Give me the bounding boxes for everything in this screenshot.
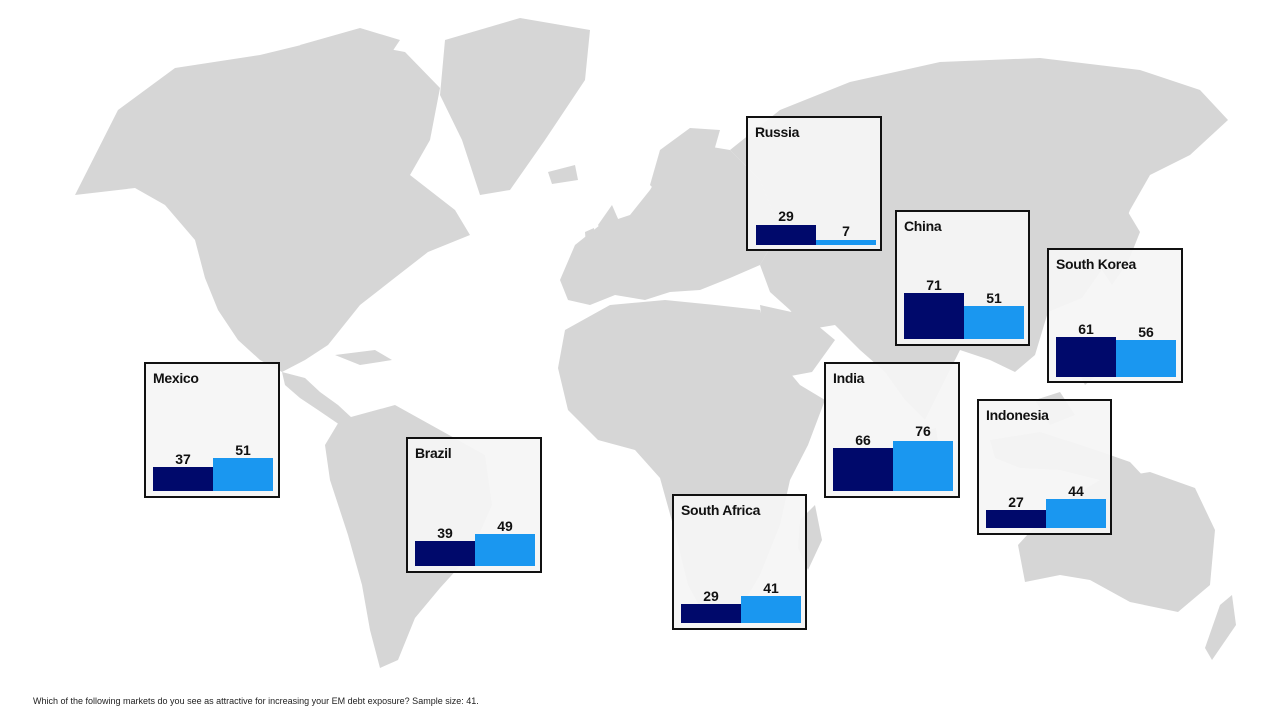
north-america-landmass: [75, 38, 470, 372]
bar-series-2: [741, 596, 801, 623]
market-name: India: [833, 370, 865, 386]
bar-series-2: [1116, 340, 1176, 377]
value-label-series-1: 29: [778, 208, 794, 224]
market-box-brazil: Brazil 39 49: [406, 437, 542, 573]
central-america-landmass: [282, 372, 352, 425]
market-name: Russia: [755, 124, 800, 140]
bar-series-2: [475, 534, 535, 566]
bar-series-1: [756, 225, 816, 245]
bar-series-2: [964, 306, 1024, 339]
market-box-south-africa: South Africa 29 41: [672, 494, 807, 630]
market-box-south-korea: South Korea 61 56: [1047, 248, 1183, 383]
market-name: South Africa: [681, 502, 761, 518]
bar-series-2: [1046, 499, 1106, 528]
bar-series-2: [893, 441, 953, 491]
value-label-series-2: 56: [1138, 324, 1154, 340]
bar-series-1: [904, 293, 964, 339]
market-box-mexico: Mexico 37 51: [144, 362, 280, 498]
bar-series-1: [833, 448, 893, 491]
bar-series-2: [816, 240, 876, 245]
market-box-india: India 66 76: [824, 362, 960, 498]
market-box-china: China 71 51: [895, 210, 1030, 346]
market-name: China: [904, 218, 942, 234]
value-label-series-2: 41: [763, 580, 779, 596]
bar-series-1: [153, 467, 213, 491]
bar-series-1: [986, 510, 1046, 528]
bar-series-1: [415, 541, 475, 566]
value-label-series-2: 51: [235, 442, 251, 458]
market-box-russia: Russia 29 7: [746, 116, 882, 251]
bar-series-1: [681, 604, 741, 623]
europe-landmass: [560, 145, 780, 305]
greenland-landmass: [440, 18, 590, 195]
value-label-series-1: 39: [437, 525, 453, 541]
market-name: South Korea: [1056, 256, 1136, 272]
market-name: Indonesia: [986, 407, 1049, 423]
value-label-series-1: 37: [175, 451, 191, 467]
bar-series-1: [1056, 337, 1116, 377]
value-label-series-2: 49: [497, 518, 513, 534]
bar-series-2: [213, 458, 273, 491]
value-label-series-1: 27: [1008, 494, 1024, 510]
value-label-series-1: 71: [926, 277, 942, 293]
value-label-series-1: 61: [1078, 321, 1094, 337]
value-label-series-2: 44: [1068, 483, 1084, 499]
market-name: Mexico: [153, 370, 199, 386]
value-label-series-1: 66: [855, 432, 871, 448]
value-label-series-2: 7: [842, 223, 850, 239]
value-label-series-2: 76: [915, 423, 931, 439]
market-name: Brazil: [415, 445, 452, 461]
market-box-indonesia: Indonesia 27 44: [977, 399, 1112, 535]
value-label-series-1: 29: [703, 588, 719, 604]
survey-footnote: Which of the following markets do you se…: [33, 696, 479, 706]
value-label-series-2: 51: [986, 290, 1002, 306]
